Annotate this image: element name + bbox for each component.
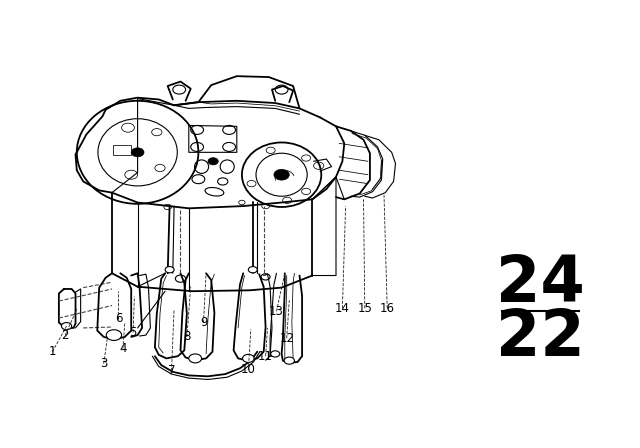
Circle shape (165, 267, 174, 273)
Text: 5: 5 (129, 326, 137, 339)
Text: 2: 2 (61, 328, 69, 342)
Circle shape (208, 158, 218, 165)
Text: 16: 16 (380, 302, 395, 315)
Text: 22: 22 (497, 307, 585, 369)
Text: 8: 8 (183, 330, 191, 344)
Circle shape (274, 169, 289, 180)
Circle shape (131, 148, 144, 157)
Text: 7: 7 (168, 364, 175, 378)
Text: 12: 12 (279, 332, 294, 345)
Text: 24: 24 (497, 254, 585, 315)
Text: 10: 10 (241, 363, 256, 376)
Text: 3: 3 (100, 357, 108, 370)
Circle shape (248, 267, 257, 273)
Text: 11: 11 (258, 349, 273, 363)
Text: 9: 9 (200, 316, 207, 329)
Circle shape (271, 351, 280, 357)
Text: 1: 1 (49, 345, 56, 358)
Text: 15: 15 (357, 302, 372, 315)
Text: 6: 6 (115, 312, 122, 326)
Text: 4: 4 (119, 342, 127, 355)
Circle shape (61, 323, 72, 330)
Circle shape (284, 357, 294, 364)
Circle shape (106, 330, 122, 340)
Circle shape (243, 354, 254, 362)
Text: 14: 14 (335, 302, 350, 315)
Circle shape (189, 354, 202, 363)
Text: 13: 13 (269, 305, 284, 318)
